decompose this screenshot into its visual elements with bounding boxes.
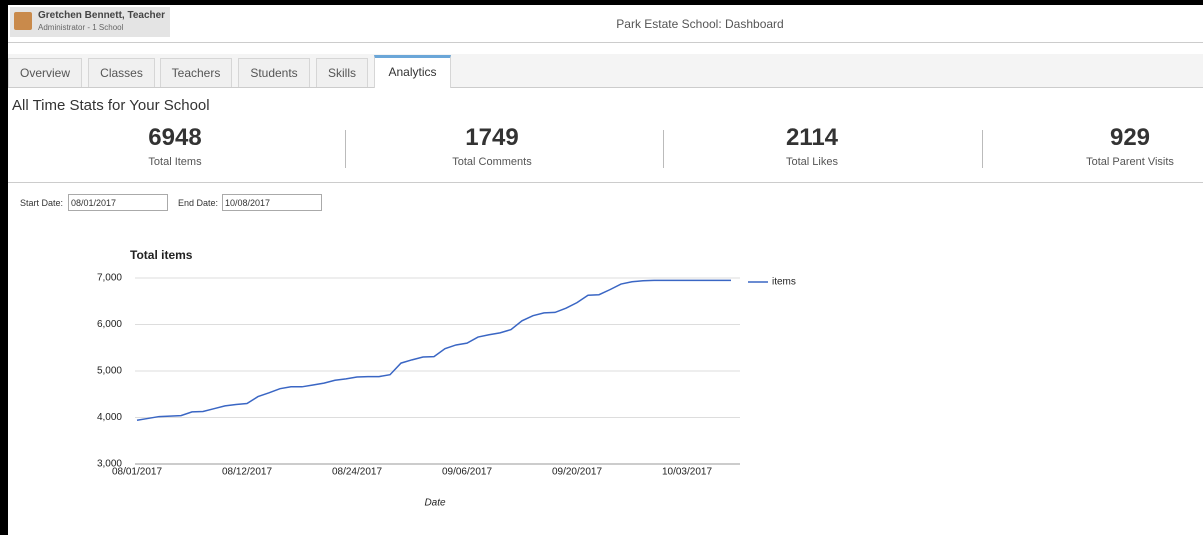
stat-value: 6948 [148,124,202,151]
divider [344,130,346,168]
x-tick-label: 08/24/2017 [332,467,382,478]
divider [982,130,983,168]
line-series [136,279,731,422]
y-tick-label: 6,000 [97,319,122,330]
filter-label: Start Date: [20,198,64,208]
y-tick-label: 3,000 [97,459,122,470]
stat-label: Total Likes [786,156,838,168]
chart: Total items Date 3,000 4,000 5,000 6,000 7,0… [97,248,796,509]
date-input[interactable]: 08/01/2017 [68,194,168,211]
stat-value: 1749 [465,124,519,151]
tab-bar: Overview Classes Teachers Students Skills Ana… [8,54,1203,88]
tab[interactable]: Students [238,58,310,87]
stat-value: 929 [1109,124,1151,151]
tab[interactable]: Skills [316,58,368,87]
page-title: Park Estate School: Dashboard [616,17,784,31]
user-card[interactable]: Gretchen Bennett, Teacher Administrator … [10,7,170,37]
avatar [14,12,32,30]
y-tick-label: 5,000 [97,366,122,377]
separator [8,42,1203,43]
separator [8,182,1203,183]
section-title: All Time Stats for Your School [12,97,210,114]
y-tick-label: 7,000 [97,273,122,284]
x-axis-label: Date [424,498,446,509]
stat-value: 2114 [785,124,839,151]
y-tick-label: 4,000 [97,412,122,423]
stat-label: Total Parent Visits [1086,156,1174,168]
user-role: Administrator - 1 School [38,23,124,32]
date-input[interactable]: 10/08/2017 [222,194,322,211]
filter-label: End Date: [178,198,219,208]
divider [663,130,664,168]
tab[interactable]: Teachers [160,58,232,87]
stat-label: Total Comments [452,156,532,168]
frame [0,0,1203,5]
x-tick-label: 10/03/2017 [662,467,712,478]
x-tick-label: 08/12/2017 [222,467,272,478]
legend-label: items [772,277,796,288]
user-name: Gretchen Bennett, Teacher [38,10,166,21]
tab[interactable]: Analytics [374,55,451,88]
x-tick-label: 09/06/2017 [442,467,492,478]
chart-title: Total items [130,248,193,262]
tab[interactable]: Overview [8,58,82,87]
stat-label: Total Items [148,156,202,168]
tab[interactable]: Classes [88,58,155,87]
frame [0,0,8,535]
x-tick-label: 09/20/2017 [552,467,602,478]
x-tick-label: 08/01/2017 [112,467,162,478]
